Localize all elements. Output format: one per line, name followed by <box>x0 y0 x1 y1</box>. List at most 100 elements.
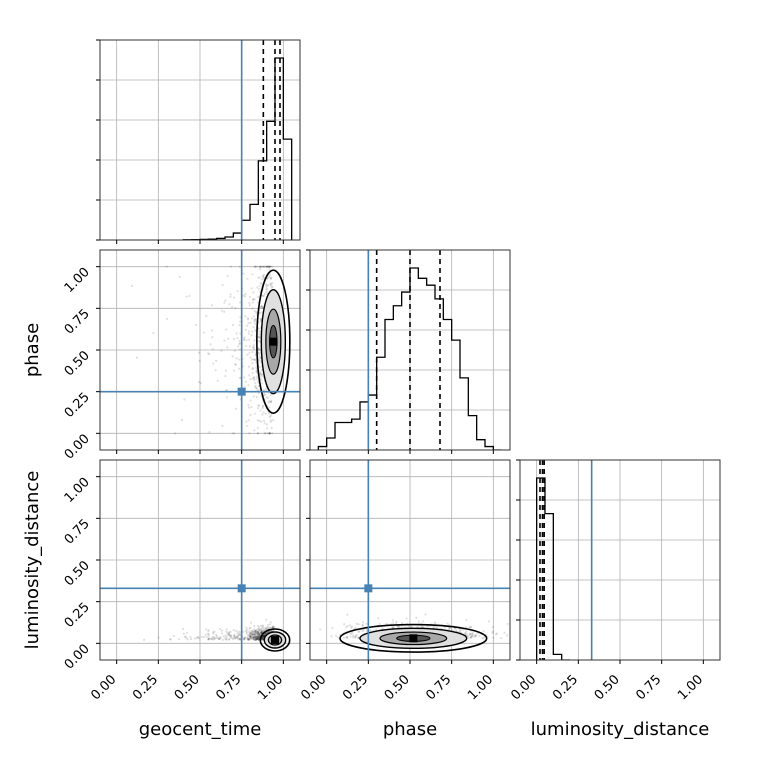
sample-point <box>474 635 478 638</box>
sample-point <box>261 295 265 298</box>
sample-point <box>260 628 263 631</box>
sample-point <box>405 617 408 620</box>
sample-point <box>259 352 262 355</box>
sample-point <box>354 634 357 638</box>
sample-point <box>257 632 260 635</box>
sample-point <box>433 621 436 624</box>
sample-point <box>227 634 231 637</box>
sample-point <box>470 635 473 639</box>
sample-point <box>261 635 265 638</box>
sample-point <box>254 265 257 268</box>
sample-point <box>254 635 257 638</box>
sample-point <box>262 626 265 629</box>
sample-point <box>261 624 264 627</box>
sample-point <box>259 372 262 375</box>
sample-point <box>256 635 259 638</box>
sample-point <box>245 339 248 342</box>
sample-point <box>482 630 485 633</box>
sample-point <box>213 630 216 633</box>
sample-point <box>391 619 395 622</box>
sample-point <box>377 617 380 620</box>
sample-point <box>256 636 259 639</box>
sample-point <box>416 625 419 629</box>
y-tick-label: 0.50 <box>62 348 93 379</box>
sample-point <box>247 374 251 377</box>
x-tick-label: 0.00 <box>298 672 329 703</box>
sample-point <box>252 299 255 302</box>
sample-point <box>204 633 207 636</box>
sample-point <box>253 636 256 639</box>
sample-point <box>210 638 214 641</box>
sample-point <box>361 624 364 627</box>
x-tick-label: 0.50 <box>592 672 623 703</box>
sample-point <box>258 312 261 315</box>
sample-point <box>234 306 237 310</box>
panel-content <box>100 40 300 240</box>
sample-point <box>238 638 242 641</box>
sample-point <box>238 631 242 634</box>
sample-point <box>224 634 227 637</box>
sample-point <box>470 635 473 638</box>
sample-point <box>255 637 258 640</box>
sample-point <box>256 634 259 638</box>
sample-point <box>237 633 241 636</box>
sample-point <box>247 638 250 641</box>
sample-point <box>228 634 232 637</box>
sample-point <box>272 419 275 422</box>
sample-point <box>264 393 267 396</box>
sample-point <box>265 290 268 294</box>
sample-point <box>217 637 220 640</box>
sample-point <box>223 339 226 342</box>
sample-point <box>263 629 266 632</box>
sample-point <box>345 636 348 639</box>
sample-point <box>237 630 240 633</box>
x-tick-label: 0.50 <box>172 672 203 703</box>
sample-point <box>232 636 235 639</box>
sample-point <box>487 620 490 623</box>
sample-point <box>268 406 271 409</box>
sample-point <box>238 265 241 268</box>
y-tick-label: 1.00 <box>62 265 93 296</box>
sample-point <box>236 290 239 293</box>
sample-point <box>253 624 256 628</box>
sample-point <box>207 633 210 636</box>
sample-point <box>234 363 237 366</box>
sample-point <box>474 634 477 637</box>
sample-point <box>251 366 254 370</box>
sample-point <box>259 409 262 412</box>
y-tick-label: 0.75 <box>62 307 93 338</box>
sample-point <box>202 636 205 639</box>
sample-point <box>264 632 267 635</box>
sample-point <box>226 346 229 349</box>
sample-point <box>254 265 257 268</box>
sample-point <box>342 636 346 639</box>
sample-point <box>262 635 265 638</box>
sample-point <box>265 396 268 399</box>
sample-point <box>271 626 274 629</box>
sample-point <box>245 420 248 423</box>
sample-point <box>268 265 271 268</box>
sample-point <box>259 632 263 635</box>
sample-point <box>258 265 261 269</box>
sample-point <box>224 375 227 378</box>
sample-point <box>227 632 231 635</box>
sample-point <box>251 273 254 276</box>
sample-point <box>238 320 242 323</box>
sample-point <box>244 380 248 383</box>
sample-point <box>269 393 273 397</box>
sample-point <box>261 274 265 277</box>
sample-point <box>350 625 354 628</box>
sample-point <box>471 632 474 635</box>
sample-point <box>261 407 264 410</box>
sample-point <box>263 627 266 631</box>
sample-point <box>259 360 262 363</box>
y-tick-label: 0.75 <box>62 517 93 548</box>
panel-geocent_time-geocent_time <box>96 39 301 244</box>
sample-point <box>229 634 232 637</box>
sample-point <box>269 400 272 403</box>
sample-point <box>448 627 451 630</box>
sample-point <box>195 323 198 326</box>
sample-point <box>257 404 260 408</box>
sample-point <box>259 378 263 381</box>
panel-phase-luminosity_distance: 0.00 0.25 0.50 0.75 1.00 <box>298 459 511 703</box>
